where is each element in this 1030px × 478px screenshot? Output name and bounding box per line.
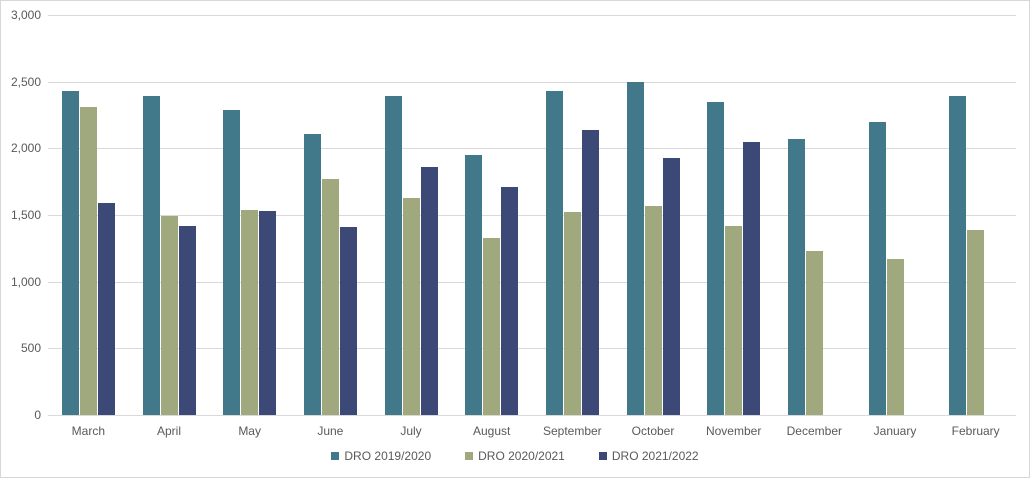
bar-dro-2021-2022-april bbox=[178, 225, 196, 415]
bar-dro-2019-2020-june bbox=[303, 133, 321, 415]
bar-dro-2021-2022-march bbox=[97, 203, 115, 415]
x-tick-label-august: August bbox=[472, 424, 511, 438]
x-tick-label-march: March bbox=[71, 424, 105, 438]
legend-marker-dro-2019-2020 bbox=[331, 452, 340, 460]
y-tick-label-500: 500 bbox=[20, 341, 41, 356]
bar-dro-2020-2021-june bbox=[321, 179, 339, 415]
bar-dro-2019-2020-november bbox=[707, 101, 725, 415]
x-tick-label-april: April bbox=[156, 424, 181, 438]
legend-label-dro-2021-2022: DRO 2021/2022 bbox=[611, 449, 699, 463]
y-tick-label-2500: 2,500 bbox=[10, 74, 41, 89]
bar-dro-2020-2021-july bbox=[402, 197, 420, 415]
bar-dro-2020-2021-october bbox=[644, 205, 662, 415]
bar-dro-2021-2022-november bbox=[743, 141, 761, 415]
bar-dro-2021-2022-september bbox=[581, 129, 599, 415]
y-tick-label-2000: 2,000 bbox=[10, 141, 41, 156]
bar-dro-2019-2020-december bbox=[787, 139, 805, 415]
bar-dro-2020-2021-august bbox=[483, 237, 501, 415]
bar-dro-2019-2020-may bbox=[223, 109, 241, 415]
bar-dro-2021-2022-august bbox=[501, 187, 519, 415]
gridline-2500 bbox=[48, 81, 1016, 83]
bar-dro-2021-2022-june bbox=[339, 227, 357, 415]
bar-dro-2020-2021-january bbox=[886, 259, 904, 415]
x-tick-label-october: October bbox=[631, 424, 675, 438]
bar-dro-2019-2020-august bbox=[465, 155, 483, 415]
legend-label-dro-2019-2020: DRO 2019/2020 bbox=[344, 449, 432, 463]
bar-dro-2019-2020-january bbox=[868, 121, 886, 415]
legend-item-dro-2020-2021: DRO 2020/2021 bbox=[465, 449, 565, 463]
bar-dro-2020-2021-may bbox=[241, 209, 259, 415]
bar-dro-2021-2022-october bbox=[662, 157, 680, 415]
gridline-0 bbox=[48, 415, 1016, 416]
gridline-1500 bbox=[48, 215, 1016, 216]
legend-item-dro-2019-2020: DRO 2019/2020 bbox=[331, 449, 431, 463]
x-tick-label-september: September bbox=[542, 424, 602, 438]
bar-dro-2019-2020-april bbox=[142, 96, 160, 415]
legend-marker-dro-2021-2022 bbox=[598, 452, 607, 460]
y-tick-label-3000: 3,000 bbox=[10, 8, 41, 22]
bar-dro-2020-2021-february bbox=[967, 229, 985, 415]
y-tick-label-0: 0 bbox=[34, 408, 41, 422]
legend-marker-dro-2020-2021 bbox=[465, 452, 474, 460]
x-tick-label-july: July bbox=[400, 424, 422, 438]
legend: DRO 2019/2020 DRO 2020/2021 DRO 2021/2022 bbox=[1, 449, 1029, 463]
bar-dro-2020-2021-september bbox=[563, 212, 581, 415]
gridline-500 bbox=[48, 348, 1016, 350]
bar-dro-2020-2021-march bbox=[79, 107, 97, 415]
bar-dro-2020-2021-december bbox=[805, 251, 823, 415]
y-tick-label-1500: 1,500 bbox=[10, 208, 41, 222]
x-tick-label-may: May bbox=[238, 424, 261, 438]
bar-dro-2019-2020-september bbox=[545, 91, 563, 415]
bar-dro-2019-2020-july bbox=[384, 96, 402, 415]
x-tick-label-june: June bbox=[317, 424, 344, 438]
legend-item-dro-2021-2022: DRO 2021/2022 bbox=[598, 449, 699, 463]
x-tick-label-february: February bbox=[951, 424, 1000, 438]
bar-dro-2019-2020-february bbox=[949, 96, 967, 415]
x-tick-label-january: January bbox=[873, 424, 917, 438]
x-tick-label-december: December bbox=[786, 424, 842, 438]
bar-dro-2020-2021-april bbox=[160, 216, 178, 415]
bar-dro-2021-2022-may bbox=[259, 211, 277, 415]
bar-dro-2020-2021-november bbox=[725, 225, 743, 415]
gridline-2000 bbox=[48, 148, 1016, 150]
gridline-3000 bbox=[48, 15, 1016, 16]
bar-dro-2021-2022-july bbox=[420, 167, 438, 415]
bar-dro-2019-2020-october bbox=[626, 81, 644, 415]
gridline-1000 bbox=[48, 281, 1016, 283]
bar-dro-2019-2020-march bbox=[61, 91, 79, 415]
y-tick-label-1000: 1,000 bbox=[10, 274, 41, 289]
legend-label-dro-2020-2021: DRO 2020/2021 bbox=[478, 449, 565, 463]
x-tick-label-november: November bbox=[705, 424, 762, 438]
